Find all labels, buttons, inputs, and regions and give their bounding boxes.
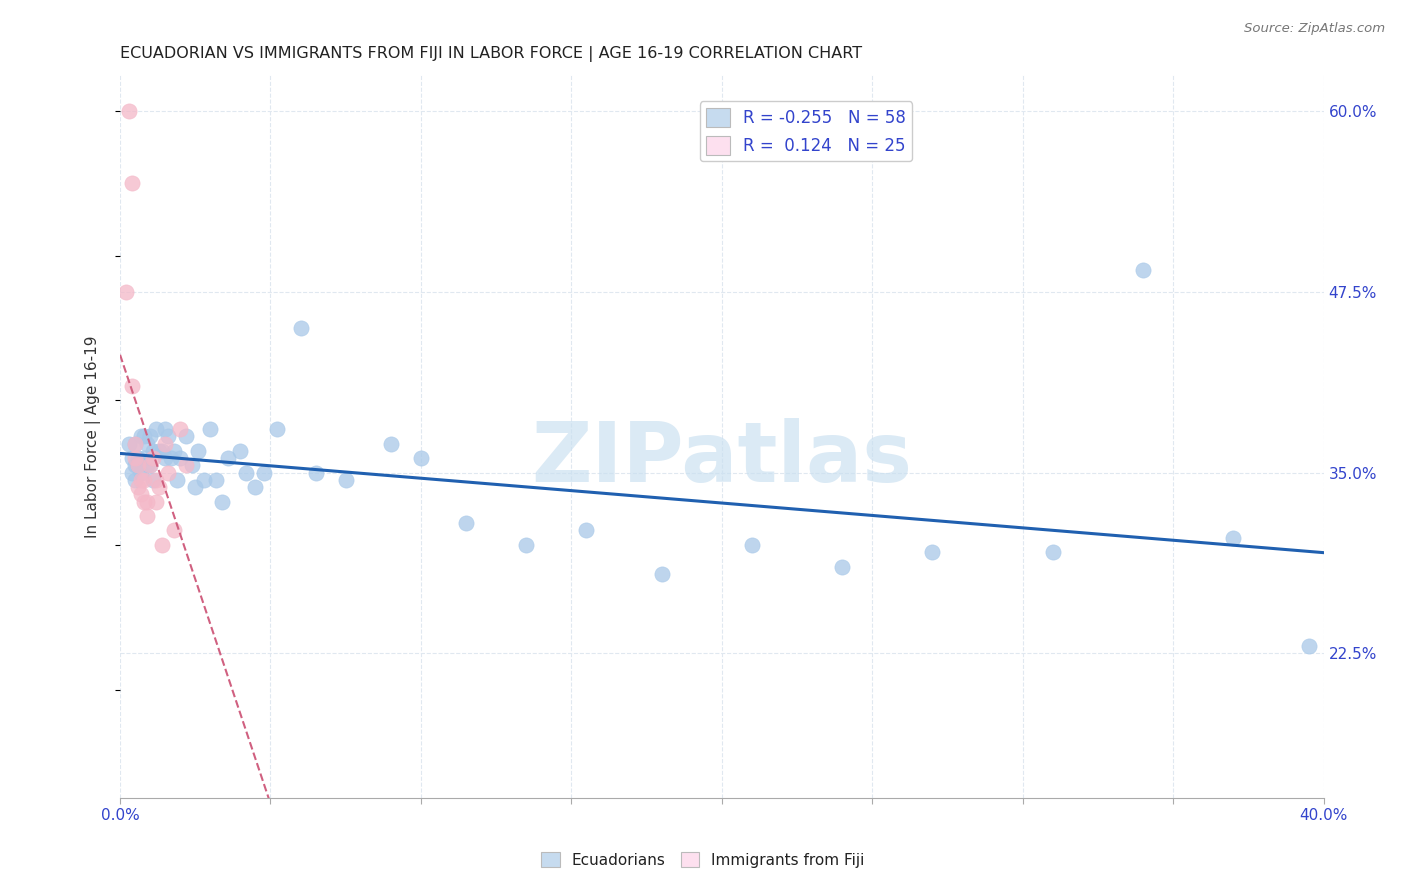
Point xyxy=(217,451,239,466)
Point xyxy=(142,444,165,458)
Legend: Ecuadorians, Immigrants from Fiji: Ecuadorians, Immigrants from Fiji xyxy=(536,846,870,873)
Point xyxy=(335,473,357,487)
Point xyxy=(741,538,763,552)
Point xyxy=(142,473,165,487)
Legend: R = -0.255   N = 58, R =  0.124   N = 25: R = -0.255 N = 58, R = 0.124 N = 25 xyxy=(700,102,912,161)
Point xyxy=(157,466,180,480)
Point xyxy=(124,458,146,473)
Point xyxy=(124,451,146,466)
Point xyxy=(157,429,180,443)
Point xyxy=(139,458,162,473)
Point xyxy=(134,473,156,487)
Point xyxy=(921,545,943,559)
Point xyxy=(136,494,159,508)
Point xyxy=(121,177,143,191)
Text: ZIPatlas: ZIPatlas xyxy=(531,417,912,499)
Point xyxy=(145,422,167,436)
Point xyxy=(139,458,162,473)
Point xyxy=(200,422,222,436)
Point xyxy=(127,480,149,494)
Point xyxy=(134,451,156,466)
Y-axis label: In Labor Force | Age 16-19: In Labor Force | Age 16-19 xyxy=(86,335,101,538)
Point xyxy=(136,458,159,473)
Point xyxy=(136,509,159,524)
Point xyxy=(181,458,204,473)
Point xyxy=(150,538,173,552)
Point xyxy=(121,379,143,393)
Point xyxy=(134,494,156,508)
Point xyxy=(121,466,143,480)
Point xyxy=(127,451,149,466)
Point xyxy=(124,436,146,450)
Point xyxy=(1222,531,1244,545)
Point xyxy=(290,321,312,335)
Point xyxy=(266,422,288,436)
Point xyxy=(153,422,176,436)
Point xyxy=(174,429,197,443)
Point xyxy=(575,524,598,538)
Point xyxy=(187,444,209,458)
Point xyxy=(160,451,183,466)
Point xyxy=(145,494,167,508)
Point xyxy=(134,429,156,443)
Point xyxy=(1298,639,1320,653)
Point xyxy=(136,436,159,450)
Point xyxy=(148,444,170,458)
Point xyxy=(115,285,138,299)
Point xyxy=(153,451,176,466)
Point xyxy=(831,559,853,574)
Point xyxy=(150,444,173,458)
Point xyxy=(1132,263,1154,277)
Point xyxy=(253,466,276,480)
Text: ECUADORIAN VS IMMIGRANTS FROM FIJI IN LABOR FORCE | AGE 16-19 CORRELATION CHART: ECUADORIAN VS IMMIGRANTS FROM FIJI IN LA… xyxy=(120,46,862,62)
Point xyxy=(163,524,186,538)
Point xyxy=(142,451,165,466)
Point xyxy=(118,103,141,118)
Point xyxy=(515,538,537,552)
Point xyxy=(304,466,326,480)
Point xyxy=(124,473,146,487)
Point xyxy=(651,566,673,581)
Point xyxy=(153,436,176,450)
Text: Source: ZipAtlas.com: Source: ZipAtlas.com xyxy=(1244,22,1385,36)
Point xyxy=(169,451,191,466)
Point xyxy=(163,444,186,458)
Point xyxy=(1042,545,1064,559)
Point xyxy=(184,480,207,494)
Point xyxy=(211,494,233,508)
Point xyxy=(205,473,228,487)
Point xyxy=(129,429,152,443)
Point xyxy=(129,487,152,501)
Point xyxy=(409,451,432,466)
Point xyxy=(229,444,252,458)
Point xyxy=(166,473,188,487)
Point xyxy=(145,473,167,487)
Point xyxy=(127,458,149,473)
Point xyxy=(169,422,191,436)
Point xyxy=(174,458,197,473)
Point xyxy=(127,458,149,473)
Point xyxy=(454,516,477,531)
Point xyxy=(245,480,267,494)
Point xyxy=(124,436,146,450)
Point xyxy=(380,436,402,450)
Point xyxy=(129,473,152,487)
Point xyxy=(129,466,152,480)
Point xyxy=(235,466,257,480)
Point xyxy=(148,480,170,494)
Point xyxy=(193,473,215,487)
Point xyxy=(121,451,143,466)
Point xyxy=(118,436,141,450)
Point xyxy=(139,429,162,443)
